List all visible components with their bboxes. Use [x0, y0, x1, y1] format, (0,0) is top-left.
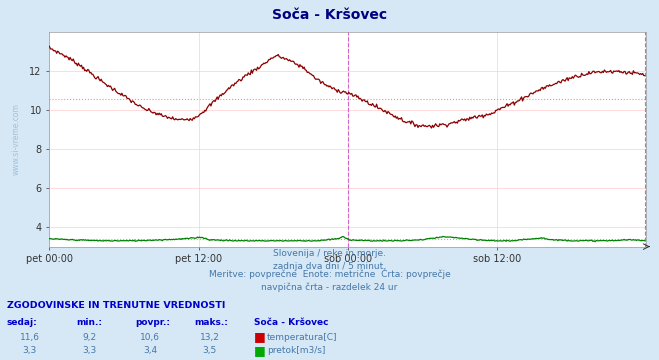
- Text: 3,3: 3,3: [82, 346, 96, 355]
- Text: pretok[m3/s]: pretok[m3/s]: [267, 346, 326, 355]
- Text: Slovenija / reke in morje.
zadnja dva dni / 5 minut.: Slovenija / reke in morje. zadnja dva dn…: [273, 249, 386, 271]
- Text: 11,6: 11,6: [20, 333, 40, 342]
- Text: www.si-vreme.com: www.si-vreme.com: [12, 104, 21, 175]
- Text: Meritve: povprečne  Enote: metrične  Črta: povprečje
navpična črta - razdelek 24: Meritve: povprečne Enote: metrične Črta:…: [209, 268, 450, 292]
- Text: Soča - Kršovec: Soča - Kršovec: [254, 318, 328, 327]
- Text: 13,2: 13,2: [200, 333, 219, 342]
- Text: 9,2: 9,2: [82, 333, 96, 342]
- Text: 3,5: 3,5: [202, 346, 217, 355]
- Text: ■: ■: [254, 344, 266, 357]
- Text: 3,3: 3,3: [22, 346, 37, 355]
- Text: temperatura[C]: temperatura[C]: [267, 333, 337, 342]
- Text: ■: ■: [254, 330, 266, 343]
- Text: min.:: min.:: [76, 318, 101, 327]
- Text: maks.:: maks.:: [194, 318, 228, 327]
- Text: Soča - Kršovec: Soča - Kršovec: [272, 8, 387, 22]
- Text: povpr.:: povpr.:: [135, 318, 170, 327]
- Text: sedaj:: sedaj:: [7, 318, 38, 327]
- Text: 10,6: 10,6: [140, 333, 160, 342]
- Text: 3,4: 3,4: [143, 346, 158, 355]
- Text: ZGODOVINSKE IN TRENUTNE VREDNOSTI: ZGODOVINSKE IN TRENUTNE VREDNOSTI: [7, 301, 225, 310]
